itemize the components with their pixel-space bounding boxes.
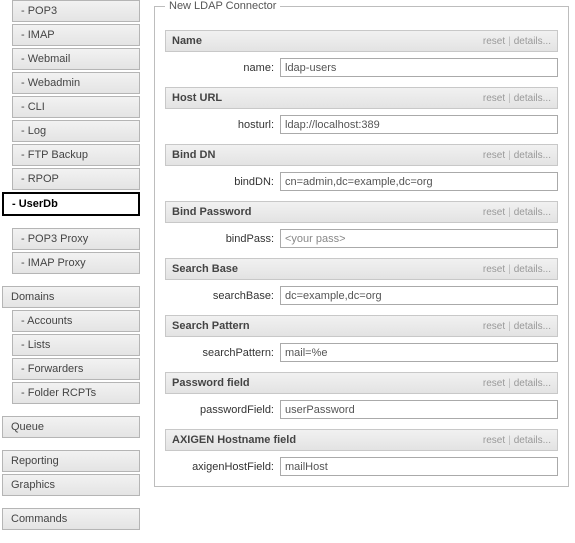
section-title-name: Name — [172, 35, 202, 47]
sidebar-item-userdb[interactable]: - UserDb — [2, 192, 140, 216]
sidebar-item-imap[interactable]: - IMAP — [12, 24, 140, 46]
reset-link-passwordfield[interactable]: reset — [483, 378, 505, 389]
details-link-bindpass[interactable]: details... — [514, 207, 551, 218]
sidebar-item-rpop[interactable]: - RPOP — [12, 168, 140, 190]
input-binddn[interactable] — [280, 172, 558, 191]
reset-link-hosturl[interactable]: reset — [483, 93, 505, 104]
sidebar-item-commands[interactable]: Commands — [2, 508, 140, 530]
details-link-axigenhost[interactable]: details... — [514, 435, 551, 446]
input-name[interactable] — [280, 58, 558, 77]
reset-link-searchbase[interactable]: reset — [483, 264, 505, 275]
sidebar-item-webmail[interactable]: - Webmail — [12, 48, 140, 70]
sidebar-item-graphics[interactable]: Graphics — [2, 474, 140, 496]
details-link-passwordfield[interactable]: details... — [514, 378, 551, 389]
details-link-searchpattern[interactable]: details... — [514, 321, 551, 332]
section-title-binddn: Bind DN — [172, 149, 215, 161]
sidebar-item-reporting[interactable]: Reporting — [2, 450, 140, 472]
sidebar-item-domains[interactable]: Domains — [2, 286, 140, 308]
sidebar-item-pop3[interactable]: - POP3 — [12, 0, 140, 22]
section-title-hosturl: Host URL — [172, 92, 222, 104]
input-bindpass[interactable] — [280, 229, 558, 248]
section-passwordfield: Password field reset|details... password… — [165, 372, 558, 419]
details-link-hosturl[interactable]: details... — [514, 93, 551, 104]
section-searchbase: Search Base reset|details... searchBase: — [165, 258, 558, 305]
label-axigenhost: axigenHostField: — [165, 461, 280, 473]
reset-link-binddn[interactable]: reset — [483, 150, 505, 161]
details-link-name[interactable]: details... — [514, 36, 551, 47]
section-title-searchpattern: Search Pattern — [172, 320, 250, 332]
label-passwordfield: passwordField: — [165, 404, 280, 416]
section-title-bindpass: Bind Password — [172, 206, 251, 218]
section-hosturl: Host URL reset|details... hosturl: — [165, 87, 558, 134]
input-hosturl[interactable] — [280, 115, 558, 134]
label-name: name: — [165, 62, 280, 74]
input-passwordfield[interactable] — [280, 400, 558, 419]
label-searchpattern: searchPattern: — [165, 347, 280, 359]
sidebar-item-forwarders[interactable]: - Forwarders — [12, 358, 140, 380]
label-bindpass: bindPass: — [165, 233, 280, 245]
panel-legend: New LDAP Connector — [165, 0, 280, 12]
input-searchbase[interactable] — [280, 286, 558, 305]
reset-link-name[interactable]: reset — [483, 36, 505, 47]
section-bindpass: Bind Password reset|details... bindPass: — [165, 201, 558, 248]
label-hosturl: hosturl: — [165, 119, 280, 131]
input-searchpattern[interactable] — [280, 343, 558, 362]
label-binddn: bindDN: — [165, 176, 280, 188]
sidebar-item-queue[interactable]: Queue — [2, 416, 140, 438]
section-searchpattern: Search Pattern reset|details... searchPa… — [165, 315, 558, 362]
sidebar-item-webadmin[interactable]: - Webadmin — [12, 72, 140, 94]
sidebar-item-accounts[interactable]: - Accounts — [12, 310, 140, 332]
reset-link-searchpattern[interactable]: reset — [483, 321, 505, 332]
reset-link-axigenhost[interactable]: reset — [483, 435, 505, 446]
section-name: Name reset|details... name: — [165, 30, 558, 77]
label-searchbase: searchBase: — [165, 290, 280, 302]
section-binddn: Bind DN reset|details... bindDN: — [165, 144, 558, 191]
sidebar-item-log[interactable]: - Log — [12, 120, 140, 142]
ldap-connector-panel: New LDAP Connector Name reset|details...… — [154, 0, 569, 487]
input-axigenhost[interactable] — [280, 457, 558, 476]
sidebar-item-pop3-proxy[interactable]: - POP3 Proxy — [12, 228, 140, 250]
details-link-searchbase[interactable]: details... — [514, 264, 551, 275]
section-title-axigenhost: AXIGEN Hostname field — [172, 434, 296, 446]
reset-link-bindpass[interactable]: reset — [483, 207, 505, 218]
sidebar: - POP3 - IMAP - Webmail - Webadmin - CLI… — [0, 0, 140, 532]
sidebar-item-folder-rcpts[interactable]: - Folder RCPTs — [12, 382, 140, 404]
sidebar-item-ftp-backup[interactable]: - FTP Backup — [12, 144, 140, 166]
section-title-searchbase: Search Base — [172, 263, 238, 275]
section-axigenhost: AXIGEN Hostname field reset|details... a… — [165, 429, 558, 476]
details-link-binddn[interactable]: details... — [514, 150, 551, 161]
sidebar-item-imap-proxy[interactable]: - IMAP Proxy — [12, 252, 140, 274]
sidebar-item-lists[interactable]: - Lists — [12, 334, 140, 356]
section-title-passwordfield: Password field — [172, 377, 250, 389]
sidebar-item-cli[interactable]: - CLI — [12, 96, 140, 118]
